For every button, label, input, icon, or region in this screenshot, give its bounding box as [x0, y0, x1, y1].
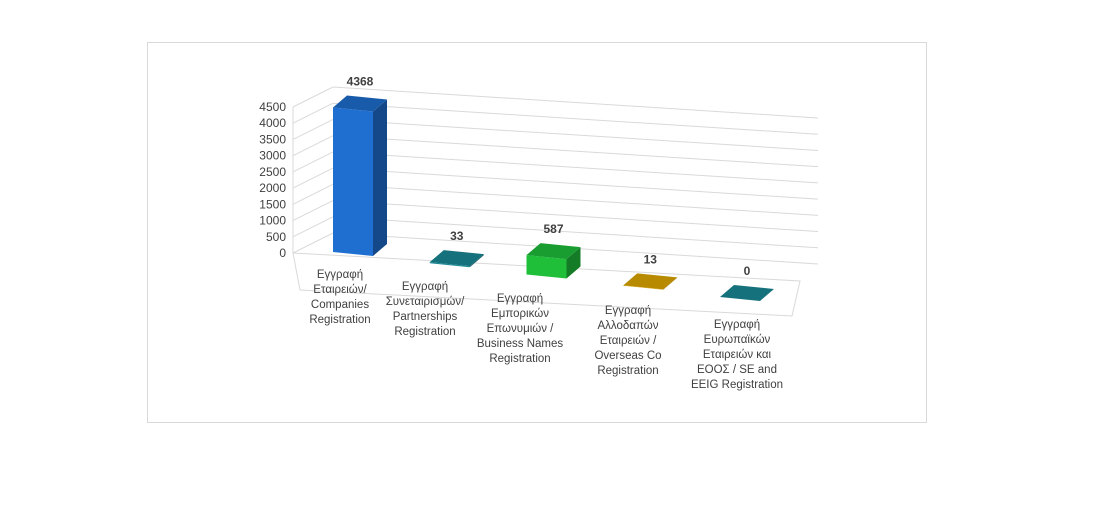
category-label: Εγγραφή Εταιρειών/Companies Registration [309, 269, 370, 326]
bar-top [333, 95, 387, 112]
gridline-depth [292, 232, 334, 254]
gridline-depth [292, 216, 334, 238]
category-label: Εγγραφή Εμπορικών Επωνυμιών / Business Name… [477, 293, 564, 365]
data-label: 13 [644, 252, 658, 266]
gridline [332, 151, 819, 184]
gridline-depth [292, 135, 334, 157]
y-tick-label: 4500 [259, 100, 286, 114]
bar-side [566, 247, 581, 279]
gridline-depth [292, 183, 334, 205]
category-label: Εγγραφή Συνεταιρισμών/Partnerships Registr… [386, 281, 465, 338]
gridline [332, 135, 819, 168]
gridline [332, 183, 819, 216]
y-tick-label: 3000 [259, 149, 286, 163]
bar-front [333, 107, 373, 256]
y-tick-label: 2500 [259, 165, 286, 179]
gridline [332, 216, 819, 249]
category-label: Εγγραφή Ευρωπαϊκών Εταιρειών και ΕΟΟΣ / SE … [691, 319, 783, 391]
y-tick-label: 4000 [259, 116, 286, 130]
gridline [332, 167, 819, 200]
gridline-depth [292, 118, 334, 140]
bar-side [373, 99, 387, 256]
gridline-depth [292, 151, 334, 173]
bar-top [526, 243, 581, 260]
category-label: Εγγραφή Αλλοδαπών Εταιρειών / Overseas Co Re… [594, 305, 661, 377]
y-tick-label: 1500 [259, 197, 286, 211]
gridline [332, 200, 819, 233]
gridline [332, 118, 819, 151]
data-label: 587 [543, 222, 563, 236]
y-tick-label: 3500 [259, 132, 286, 146]
bar-side [469, 254, 484, 268]
gridline-depth [292, 200, 334, 222]
y-axis-ticks: 0 500 1000 1500 2000 2500 3000 3500 4000 4500 [259, 100, 286, 260]
chart-frame [147, 42, 927, 423]
bar-side [663, 277, 678, 290]
bar-front [429, 262, 470, 268]
data-labels: 4368 33 587 13 0 [347, 74, 751, 278]
bar-top [623, 273, 678, 290]
bars [333, 95, 774, 301]
gridline-depth [292, 102, 334, 124]
gridline-depth [292, 167, 334, 189]
y-tick-label: 1000 [259, 214, 286, 228]
floor-outline [292, 252, 801, 317]
bar-front [623, 285, 664, 290]
data-label: 0 [744, 264, 751, 278]
data-label: 4368 [347, 74, 374, 88]
y-tick-label: 500 [266, 230, 286, 244]
y-tick-label: 2000 [259, 181, 286, 195]
gridline [332, 86, 819, 119]
data-label: 33 [450, 229, 464, 243]
y-tick-label: 0 [279, 246, 286, 260]
category-labels: Εγγραφή Εταιρειών/Companies Registration Εγ… [309, 269, 783, 391]
chart-walls [292, 107, 801, 317]
bar-top [720, 285, 774, 301]
gridline-depth [292, 86, 334, 108]
bar-front [526, 255, 567, 279]
bar-top [429, 250, 484, 267]
gridline [332, 102, 819, 135]
gridlines [292, 86, 819, 265]
